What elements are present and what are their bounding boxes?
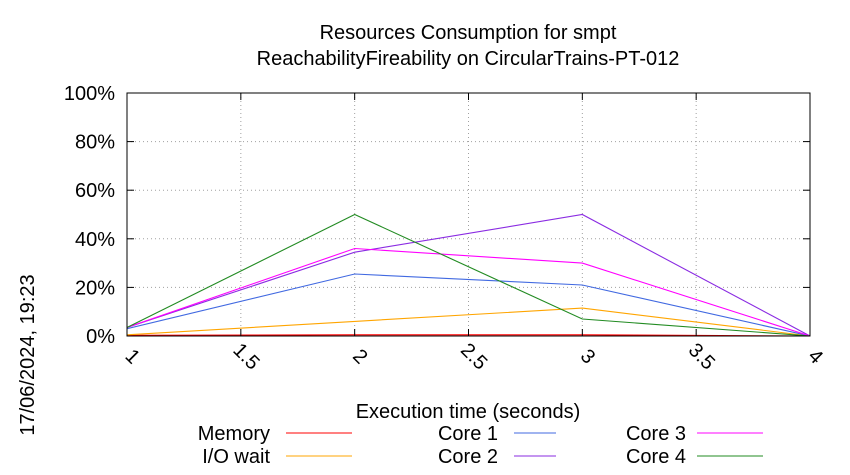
y-tick-label: 100% bbox=[64, 83, 115, 105]
y-tick-label: 40% bbox=[75, 229, 115, 251]
x-tick-label: 3.5 bbox=[684, 339, 719, 374]
timestamp-label: 17/06/2024, 19:23 bbox=[17, 274, 39, 435]
grid bbox=[127, 93, 810, 336]
legend-label-core-4: Core 4 bbox=[626, 446, 686, 468]
x-axis-label: Execution time (seconds) bbox=[356, 401, 581, 423]
series-line-core-1 bbox=[126, 273, 811, 337]
chart-subtitle: ReachabilityFireability on CircularTrain… bbox=[257, 48, 680, 70]
legend-label-i-o-wait: I/O wait bbox=[202, 446, 270, 468]
legend-label-memory: Memory bbox=[198, 423, 270, 445]
x-axis-ticks: 1 1.5 2 2.5 3 3.5 4 bbox=[121, 93, 827, 374]
y-tick-label: 20% bbox=[75, 277, 115, 299]
series-line-core-3 bbox=[126, 247, 811, 337]
series-line-core-4 bbox=[126, 213, 811, 337]
x-tick-label: 4 bbox=[804, 345, 827, 368]
series-line-i-o-wait bbox=[126, 307, 811, 337]
chart-title: Resources Consumption for smpt bbox=[320, 22, 617, 44]
legend-label-core-3: Core 3 bbox=[626, 423, 686, 445]
y-tick-label: 80% bbox=[75, 132, 115, 154]
y-tick-label: 60% bbox=[75, 180, 115, 202]
legend-label-core-1: Core 1 bbox=[438, 423, 498, 445]
x-tick-label: 2.5 bbox=[456, 339, 491, 374]
legend-label-core-2: Core 2 bbox=[438, 446, 498, 468]
x-tick-label: 1 bbox=[121, 345, 144, 368]
x-tick-label: 2 bbox=[348, 345, 371, 368]
x-tick-label: 3 bbox=[576, 345, 599, 368]
x-tick-label: 1.5 bbox=[228, 339, 263, 374]
y-axis-ticks: 0% 20% 40% 60% 80% 100% bbox=[64, 83, 810, 348]
series-line-core-2 bbox=[126, 213, 811, 337]
y-tick-label: 0% bbox=[86, 326, 115, 348]
